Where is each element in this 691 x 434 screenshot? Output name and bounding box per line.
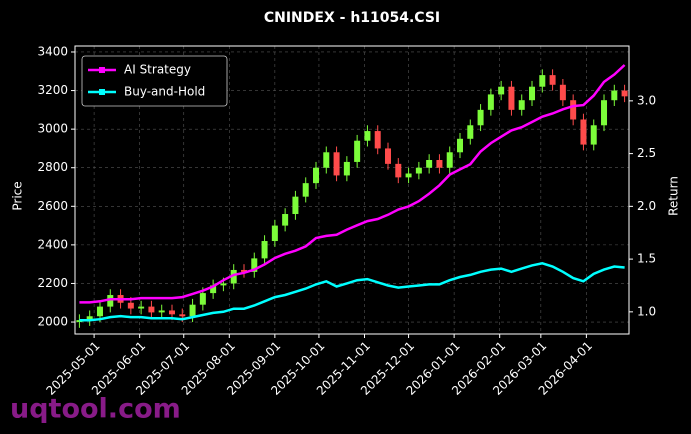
y2-tick-label: 2.0 [637,199,656,213]
candle-body [374,131,381,149]
candle-body [601,100,608,126]
candle-body [580,119,587,145]
y-tick-label: 3000 [37,122,68,136]
y-tick-label: 2400 [37,237,68,251]
watermark: uqtool.com [10,394,181,425]
candle-body [282,214,289,226]
candle-body [333,152,340,176]
candle-body [354,140,361,162]
candle-body [138,306,145,309]
candle-body [107,295,114,307]
y2-tick-label: 1.0 [637,304,656,318]
candle-body [590,125,597,145]
candle-body [343,161,350,176]
y-tick-label: 2200 [37,276,68,290]
candle-body [251,258,258,272]
legend-label: AI Strategy [124,63,191,77]
candle-body [487,94,494,110]
candle-body [518,100,525,110]
candle-body [549,75,556,85]
y-tick-label: 3400 [37,44,68,58]
legend-label: Buy-and-Hold [124,85,205,99]
candle-body [158,310,165,313]
candle-body [230,269,237,284]
candle-body [312,167,319,184]
candle-body [559,84,566,101]
legend-box [81,55,228,107]
candle-body [426,160,433,168]
y2-axis-label: Return [667,176,681,216]
line-series [79,262,625,322]
candle-body [570,100,577,120]
chart-title: CNINDEX - h11054.CSI [264,10,440,26]
candle-body [529,86,536,101]
candle-body [385,148,392,164]
y-tick-label: 2800 [37,160,68,174]
y2-tick-label: 1.5 [637,252,656,266]
y-tick-label: 3200 [37,83,68,97]
candle-body [539,75,546,87]
candle-body [498,86,505,95]
candle-body [127,302,134,309]
candle-body [395,163,402,178]
candle-body [405,173,412,178]
plot-frame [74,45,630,335]
candle-body [436,160,443,168]
candle-body [189,304,196,317]
candle-body [467,125,474,139]
candle-body [477,109,484,126]
candle-body [446,152,453,168]
candle-body [261,241,268,259]
candle-body [457,138,464,153]
candle-body [621,90,628,97]
y-tick-label: 2000 [37,315,68,329]
candle-body [271,225,278,242]
candle-body [508,86,515,110]
candle-body [302,183,309,197]
candle-body [179,314,186,317]
y2-tick-label: 2.5 [637,146,656,160]
candle-body [240,269,247,272]
candle-body [199,293,206,305]
candle-body [292,196,299,215]
y-axis-label: Price [11,181,25,210]
legend-marker [99,89,105,95]
candle-body [323,152,330,168]
candle-body [210,285,217,294]
candle-body [220,283,227,286]
line-series [79,64,626,304]
candle-body [611,90,618,101]
candle-body [415,167,422,174]
legend-marker [99,67,105,73]
candle-body [86,316,93,321]
y2-tick-label: 3.0 [637,93,656,107]
y-tick-label: 2600 [37,199,68,213]
candle-body [168,310,175,315]
candle-body [148,306,155,313]
candle-body [364,131,371,141]
candle-body [96,306,103,317]
